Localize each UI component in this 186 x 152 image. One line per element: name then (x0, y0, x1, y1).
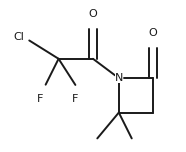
Text: Cl: Cl (13, 32, 24, 42)
Text: N: N (115, 73, 123, 83)
Text: O: O (149, 28, 158, 38)
Text: F: F (72, 94, 78, 104)
Text: F: F (37, 94, 44, 104)
Text: O: O (89, 9, 97, 19)
